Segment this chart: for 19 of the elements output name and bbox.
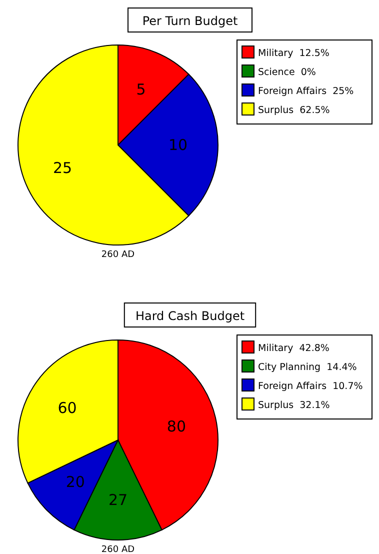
text: 260 AD [101,545,135,554]
text: 260 AD [101,250,135,260]
legend-label: Foreign Affairs 10.7% [258,381,363,392]
legend-label: City Planning 14.4% [258,362,357,373]
data-label: 5 [136,80,146,99]
legend-label: Military 12.5% [258,48,330,59]
data-label: 25 [53,158,72,177]
legend-label: Military 42.8% [258,343,330,354]
data-label: 27 [108,491,128,509]
chart-title: Hard Cash Budget [135,309,245,323]
legend-label: Foreign Affairs 25% [258,86,354,97]
data-label: 20 [66,473,85,492]
data-label: 10 [168,136,188,154]
data-label: 80 [166,418,186,436]
data-label: 60 [58,398,77,417]
legend-label: Surplus 62.5% [258,105,330,116]
chart-title: Per Turn Budget [142,14,238,28]
legend-label: Surplus 32.1% [258,400,330,411]
legend-label: Science 0% [258,67,316,78]
